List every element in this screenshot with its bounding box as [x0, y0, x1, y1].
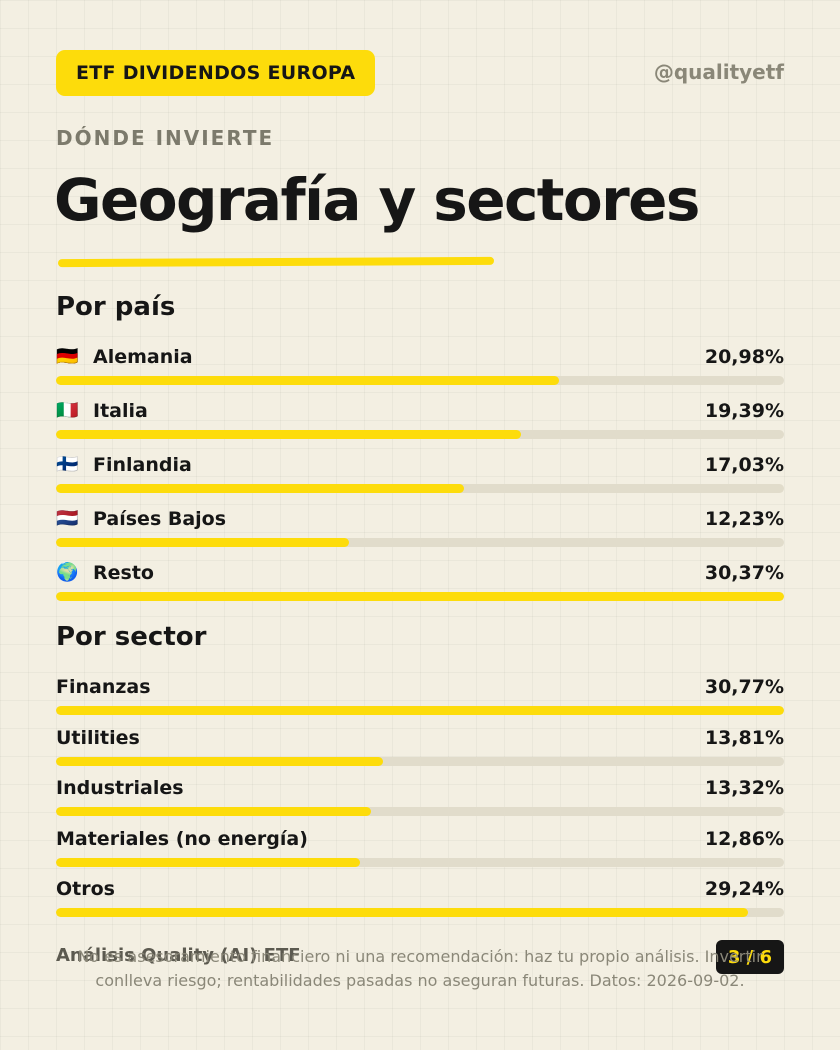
progress-track: [56, 756, 784, 766]
flag-icon: 🇫🇮: [56, 454, 79, 475]
percentage-value: 13,32%: [704, 777, 784, 799]
country-row: 🇳🇱 Países Bajos 12,23%: [56, 506, 784, 547]
progress-track: [56, 857, 784, 867]
progress-fill: [56, 430, 521, 439]
progress-fill: [56, 592, 784, 601]
sector-name: Finanzas: [56, 676, 151, 698]
progress-fill: [56, 484, 465, 493]
section-kicker: DÓNDE INVIERTE: [56, 126, 275, 150]
sector-name: Utilities: [56, 726, 140, 749]
title-underline: [57, 256, 495, 268]
page-title: Geografía y sectores: [54, 166, 700, 234]
progress-track: [56, 484, 784, 493]
percentage-value: 19,39%: [704, 400, 784, 422]
sector-row: Finanzas 30,77%: [56, 674, 784, 715]
flag-icon: 🇳🇱: [56, 508, 79, 529]
footer-brand: Análisis Quality (AI) ETF: [56, 945, 301, 966]
flag-icon: 🌍: [56, 562, 79, 583]
progress-fill: [56, 908, 748, 917]
sector-row: Otros 29,24%: [56, 876, 784, 917]
page-indicator: 3 / 6: [715, 940, 784, 974]
sector-name: Otros: [56, 878, 115, 900]
sector-row: Industriales 13,32%: [56, 775, 784, 816]
progress-track: [56, 538, 784, 547]
account-handle: @qualityetf: [653, 60, 784, 84]
progress-fill: [56, 756, 383, 766]
countries-title: Por país: [56, 292, 176, 322]
sector-row: Utilities 13,81%: [56, 725, 784, 766]
country-row: 🇫🇮 Finlandia 17,03%: [56, 452, 784, 493]
sector-name: Industriales: [56, 777, 184, 799]
flag-icon: 🇮🇹: [56, 400, 79, 421]
progress-fill: [56, 376, 559, 385]
country-row: 🌍 Resto 30,37%: [56, 560, 784, 601]
percentage-value: 30,37%: [704, 562, 784, 584]
progress-track: [56, 592, 784, 601]
percentage-value: 30,77%: [704, 676, 784, 698]
country-row: 🇩🇪 Alemania 20,98%: [56, 344, 784, 385]
percentage-value: 13,81%: [704, 726, 784, 749]
country-name: Resto: [93, 562, 154, 584]
progress-track: [56, 807, 784, 816]
disclaimer: No es asesoramiento financiero ni una re…: [77, 947, 763, 990]
progress-track: [56, 908, 784, 917]
progress-fill: [56, 538, 350, 547]
progress-track: [56, 430, 784, 439]
sector-row: Materiales (no energía) 12,86%: [56, 826, 784, 867]
percentage-value: 29,24%: [704, 878, 784, 900]
country-name: Alemania: [93, 346, 193, 368]
country-name: Italia: [93, 400, 148, 422]
flag-icon: 🇩🇪: [56, 346, 79, 367]
percentage-value: 17,03%: [704, 454, 784, 476]
sector-name: Materiales (no energía): [56, 827, 308, 850]
country-name: Países Bajos: [93, 508, 227, 530]
progress-track: [56, 706, 784, 715]
country-name: Finlandia: [93, 454, 192, 476]
sectors-title: Por sector: [56, 622, 207, 652]
percentage-value: 20,98%: [704, 346, 784, 368]
country-row: 🇮🇹 Italia 19,39%: [56, 398, 784, 439]
progress-fill: [56, 706, 784, 715]
progress-fill: [56, 857, 361, 867]
progress-fill: [56, 807, 372, 816]
percentage-value: 12,23%: [704, 508, 784, 530]
topic-badge: ETF DIVIDENDOS EUROPA: [56, 50, 376, 96]
percentage-value: 12,86%: [704, 827, 784, 850]
progress-track: [56, 376, 784, 385]
